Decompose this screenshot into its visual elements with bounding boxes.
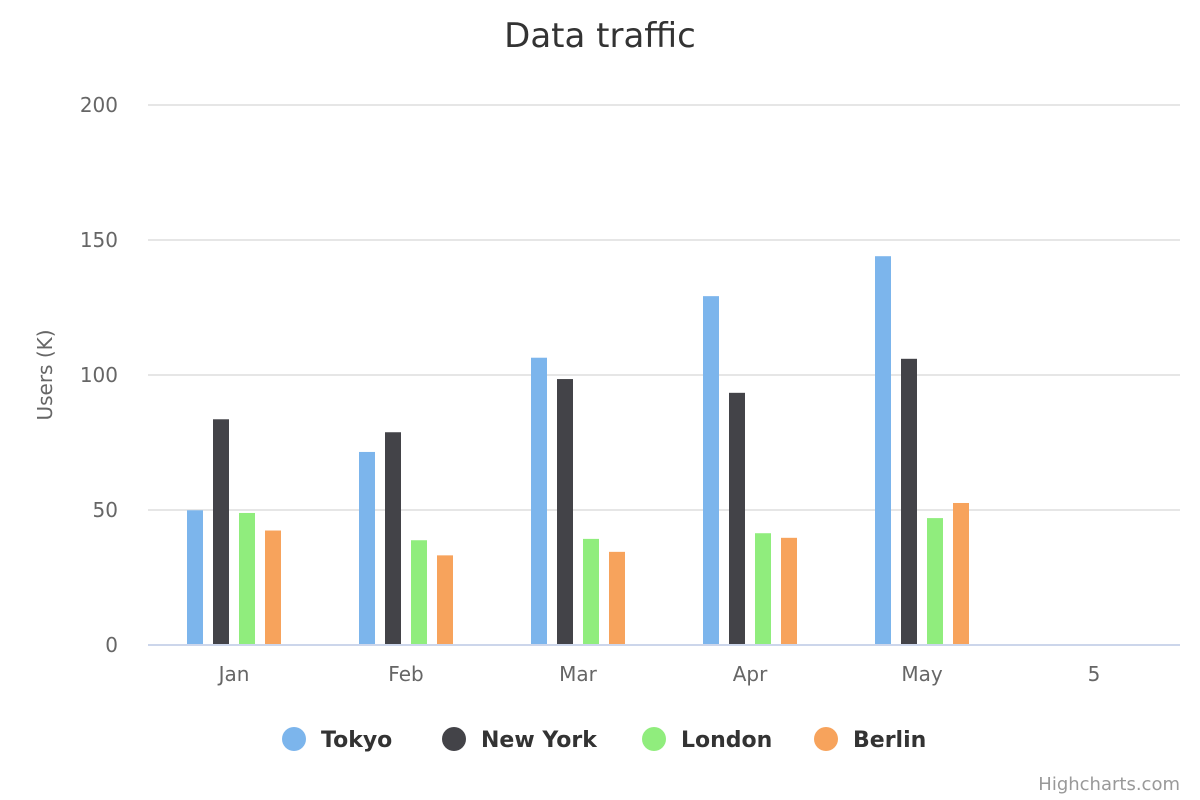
y-tick-label: 200: [80, 93, 118, 117]
y-tick-label: 50: [93, 498, 118, 522]
x-tick-label: May: [901, 662, 943, 686]
x-tick-label: Apr: [733, 662, 768, 686]
bar-new-york-mar[interactable]: [557, 379, 573, 645]
bar-berlin-jan[interactable]: [265, 530, 281, 645]
legend-item-london[interactable]: London: [642, 727, 772, 753]
y-tick-label: 150: [80, 228, 118, 252]
bar-tokyo-may[interactable]: [875, 256, 891, 645]
x-tick-label: Mar: [559, 662, 598, 686]
y-tick-labels: 0 50 100 150 200: [80, 93, 118, 657]
legend-item-berlin[interactable]: Berlin: [814, 727, 926, 753]
credits-link[interactable]: Highcharts.com: [1038, 774, 1180, 795]
bar-london-may[interactable]: [927, 518, 943, 645]
legend-marker: [282, 727, 306, 751]
y-axis-title: Users (K): [33, 329, 57, 420]
legend-label: Berlin: [853, 728, 926, 753]
bar-new-york-feb[interactable]: [385, 432, 401, 645]
legend-label: New York: [481, 728, 598, 753]
bar-new-york-jan[interactable]: [213, 419, 229, 645]
bar-series: [187, 256, 969, 645]
legend-label: London: [681, 728, 772, 753]
bar-berlin-may[interactable]: [953, 502, 969, 645]
bar-london-feb[interactable]: [411, 540, 427, 645]
bar-berlin-apr[interactable]: [781, 537, 797, 645]
legend-item-tokyo[interactable]: Tokyo: [282, 727, 392, 753]
bar-london-apr[interactable]: [755, 533, 771, 645]
bar-tokyo-mar[interactable]: [531, 357, 547, 645]
bar-berlin-mar[interactable]: [609, 551, 625, 645]
legend-marker: [642, 727, 666, 751]
legend[interactable]: Tokyo New York London Berlin: [282, 727, 926, 753]
legend-marker: [442, 727, 466, 751]
x-tick-label: 5: [1088, 662, 1101, 686]
y-tick-label: 100: [80, 363, 118, 387]
bar-london-mar[interactable]: [583, 538, 599, 645]
x-tick-labels: Jan Feb Mar Apr May 5: [217, 662, 1101, 686]
bar-tokyo-jan[interactable]: [187, 510, 203, 645]
y-grid: [148, 104, 1180, 511]
bar-tokyo-feb[interactable]: [359, 451, 375, 645]
x-tick-label: Feb: [388, 662, 423, 686]
bar-london-jan[interactable]: [239, 512, 255, 645]
legend-item-new-york[interactable]: New York: [442, 727, 598, 753]
bar-new-york-apr[interactable]: [729, 392, 745, 645]
legend-marker: [814, 727, 838, 751]
y-tick-label: 0: [105, 633, 118, 657]
bar-tokyo-apr[interactable]: [703, 296, 719, 645]
x-tick-label: Jan: [217, 662, 250, 686]
bar-berlin-feb[interactable]: [437, 555, 453, 645]
legend-label: Tokyo: [321, 728, 392, 753]
chart-title: Data traffic: [504, 16, 696, 56]
bar-new-york-may[interactable]: [901, 358, 917, 645]
